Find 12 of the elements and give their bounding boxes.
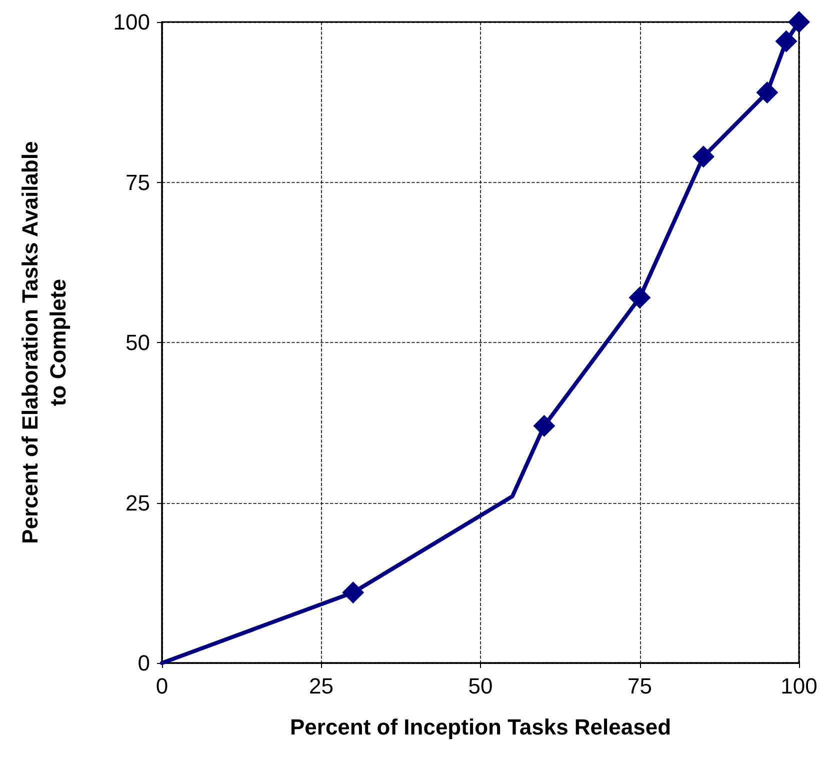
x-tick-label: 0 [156,674,168,698]
x-tick-label: 100 [780,674,818,698]
x-tick-label: 75 [628,674,652,698]
x-tick-label: 50 [468,674,493,698]
y-axis-title: Percent of Elaboration Tasks Available to Complete [18,141,70,544]
y-tick-label: 25 [126,490,150,516]
y-tick-label: 50 [126,330,150,355]
y-tick-label: 0 [138,650,150,676]
x-axis-title: Percent of Inception Tasks Released [290,714,672,740]
x-tick-label: 25 [309,674,334,698]
y-tick-label: 75 [126,170,150,195]
y-tick-label: 100 [113,10,150,34]
